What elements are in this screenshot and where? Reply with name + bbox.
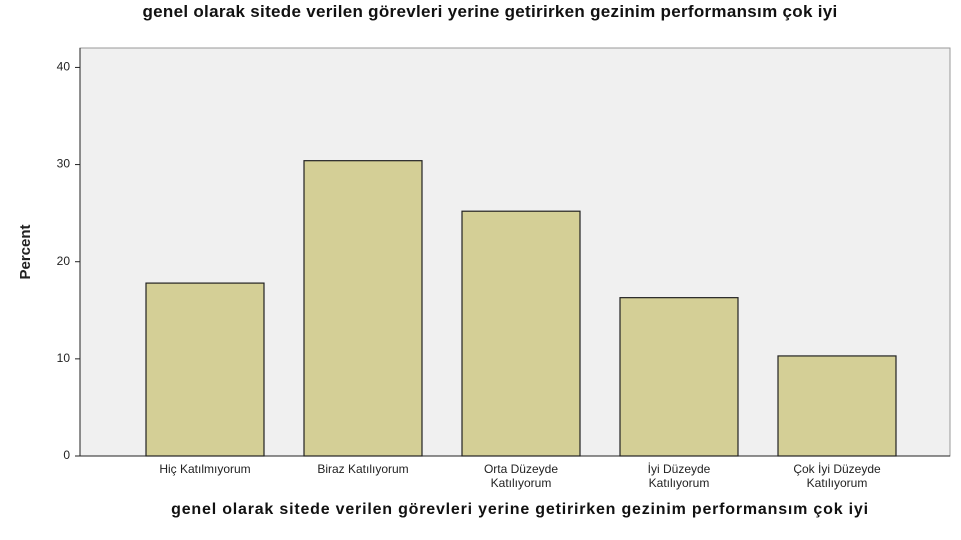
chart-title: genel olarak sitede verilen görevleri ye…	[142, 2, 838, 21]
y-tick-label: 40	[57, 60, 71, 74]
x-tick-label: Biraz Katılıyorum	[317, 462, 408, 476]
y-tick-label: 20	[57, 254, 71, 268]
bar	[303, 160, 423, 457]
x-tick-label: Çok İyi Düzeyde Katılıyorum	[793, 462, 881, 490]
bar	[777, 355, 897, 457]
y-axis-label: Percent	[17, 224, 34, 279]
x-tick-label: Orta Düzeyde Katılıyorum	[484, 462, 558, 490]
y-tick-label: 30	[57, 157, 71, 171]
y-tick-label: 0	[63, 448, 70, 462]
x-tick-label: İyi Düzeyde Katılıyorum	[648, 462, 711, 490]
bar	[461, 210, 581, 457]
bar	[619, 297, 739, 457]
y-tick-label: 10	[57, 351, 71, 365]
bar	[145, 282, 265, 457]
x-axis-label: genel olarak sitede verilen görevleri ye…	[171, 501, 869, 518]
x-tick-label: Hiç Katılmıyorum	[159, 462, 250, 476]
